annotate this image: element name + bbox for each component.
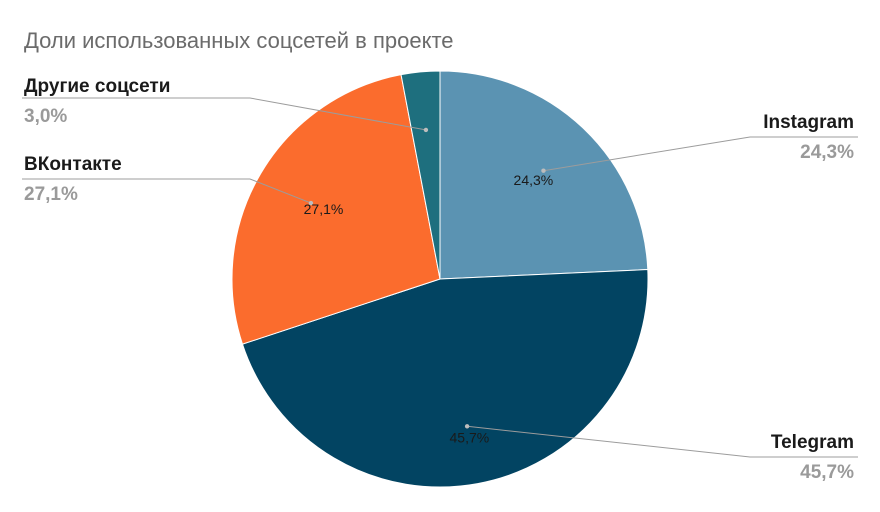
leader-dot-telegram [464,424,470,429]
slice-label-instagram: 24,3% [514,172,554,188]
leader-dot-вконтакте [308,200,314,206]
chart-title: Доли использованных соцсетей в проекте [24,28,454,53]
legend-name-telegram: Telegram [771,432,854,453]
pie-slice-другие-соцсети [400,70,441,280]
leader-line-другие-соцсети [22,97,427,131]
leader-dot-другие-соцсети [423,127,429,133]
legend-name-другие-соцсети: Другие соцсети [24,76,170,97]
legend-percent-другие-соцсети: 3,0% [24,106,67,127]
leader-line-telegram [467,425,858,458]
slice-label-telegram: 45,7% [450,429,490,445]
pie-slice-instagram [439,70,649,280]
leader-dot-instagram [541,168,546,173]
legend-name-instagram: Instagram [763,112,854,133]
legend-name-вконтакте: ВКонтакте [24,154,122,175]
legend-percent-telegram: 45,7% [800,462,854,483]
leader-line-вконтакте [22,178,312,204]
legend-percent-вконтакте: 27,1% [24,184,78,205]
leader-line-instagram [543,136,858,172]
slice-label-вконтакте: 27,1% [304,201,344,217]
pie-slice-вконтакте [231,74,441,345]
pie-slice-telegram [241,269,649,488]
legend-percent-instagram: 24,3% [800,142,854,163]
